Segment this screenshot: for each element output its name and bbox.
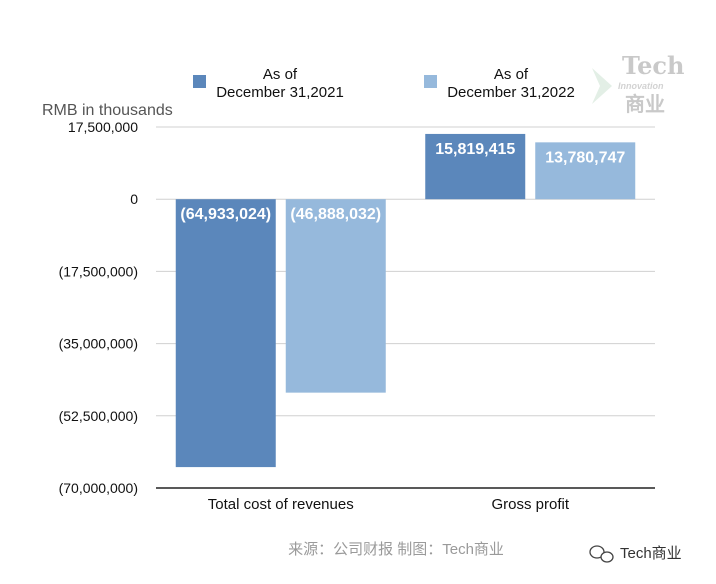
- y-tick-label: 17,500,000: [68, 119, 138, 135]
- bar-value-label: (46,888,032): [290, 206, 381, 223]
- bar: [175, 199, 276, 468]
- legend-label-line: As of: [263, 66, 298, 83]
- legend-label-line: As of: [494, 66, 529, 83]
- source-caption: 来源：公司财报 制图：Tech商业: [288, 541, 504, 558]
- wechat-badge: Tech商业: [589, 545, 682, 563]
- bar-value-label: (64,933,024): [180, 206, 271, 223]
- bar: [425, 133, 526, 200]
- legend-label: As of December 31,2021: [216, 66, 344, 101]
- y-tick-label: (70,000,000): [59, 480, 138, 496]
- y-axis-unit-label: RMB in thousands: [42, 102, 173, 119]
- wechat-account-label: Tech商业: [620, 545, 682, 562]
- y-tick-label: (35,000,000): [59, 336, 138, 352]
- bar-value-label: 15,819,415: [435, 141, 515, 158]
- bars: [175, 133, 636, 468]
- y-tick-label: (17,500,000): [59, 263, 138, 279]
- watermark-line2: Innovation: [618, 81, 664, 91]
- y-tick-label: (52,500,000): [59, 408, 138, 424]
- legend-swatch: [424, 75, 437, 88]
- legend-label: As of December 31,2022: [447, 66, 575, 101]
- legend-swatch: [193, 75, 206, 88]
- watermark-line3: 商业: [625, 92, 665, 116]
- bar-value-label: 13,780,747: [545, 149, 625, 166]
- watermark-line1: Tech: [622, 51, 684, 80]
- tech-innovation-watermark: Tech Innovation 商业: [592, 51, 684, 116]
- category-label: Total cost of revenues: [208, 496, 354, 513]
- wechat-icon: [589, 545, 614, 563]
- category-labels: Total cost of revenues Gross profit: [208, 496, 570, 513]
- legend-label-line: December 31,2021: [216, 84, 344, 101]
- value-labels: (64,933,024) (46,888,032) 15,819,415 13,780…: [180, 141, 625, 223]
- category-label: Gross profit: [491, 496, 569, 513]
- y-tick-label: 0: [130, 191, 138, 207]
- bar: [285, 199, 386, 393]
- watermark-arrow-icon: [592, 68, 612, 104]
- legend-label-line: December 31,2022: [447, 84, 575, 101]
- bar: [535, 142, 636, 200]
- y-tick-labels: 17,500,000 0 (17,500,000) (35,000,000) (52,5…: [59, 119, 139, 496]
